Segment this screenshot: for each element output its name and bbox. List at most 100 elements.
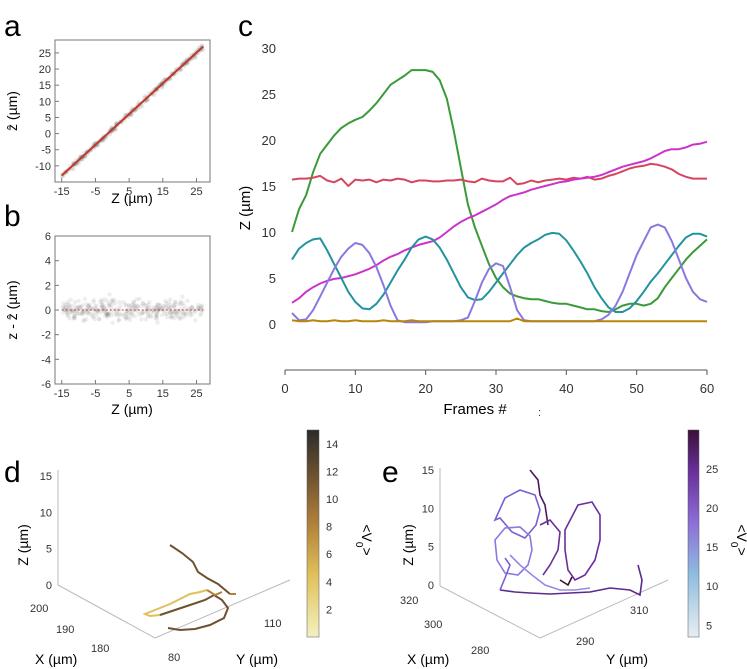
panel-b-point bbox=[167, 310, 173, 315]
panel-b-point bbox=[153, 315, 158, 321]
panel-e-trajectory-segment bbox=[529, 469, 549, 526]
panel-b-point bbox=[168, 302, 173, 307]
panel-b-xtick-label: -5 bbox=[91, 388, 101, 400]
panel-b-point bbox=[107, 292, 112, 297]
panel-b-point bbox=[172, 299, 178, 305]
panel-e-trajectory-segment bbox=[559, 576, 573, 587]
panel-b-point bbox=[93, 304, 98, 309]
panel-e-xtick-320: 320 bbox=[400, 595, 418, 607]
panel-b-point bbox=[196, 305, 201, 311]
panel-b-point bbox=[168, 297, 173, 302]
panel-b-point bbox=[102, 297, 108, 302]
panel-b-point bbox=[115, 313, 121, 318]
panel-c-ytick-label: 5 bbox=[269, 271, 276, 286]
panel-b-point bbox=[189, 305, 195, 310]
panel-b-point bbox=[185, 306, 190, 311]
panel-label-e: e bbox=[382, 456, 399, 489]
panel-e-ytick-290: 290 bbox=[576, 636, 594, 648]
panel-b-point bbox=[181, 312, 186, 317]
panel-b-point bbox=[74, 311, 80, 316]
panel-b-point bbox=[106, 311, 111, 317]
panel-b-point bbox=[128, 311, 133, 317]
panel-b-point bbox=[184, 312, 189, 317]
panel-b-point bbox=[86, 304, 91, 309]
panel-a-xtick-label: 5 bbox=[126, 186, 132, 198]
panel-d-colorbar-tick: 14 bbox=[326, 439, 338, 451]
panel-b-point bbox=[161, 304, 166, 309]
panel-c-ytick-label: 0 bbox=[269, 317, 276, 332]
panel-b-point bbox=[131, 300, 136, 305]
panel-c-ytick-label: 20 bbox=[262, 133, 276, 148]
panel-b-point bbox=[187, 310, 193, 315]
panel-e-colorbar-tick: 10 bbox=[706, 581, 718, 593]
panel-b-point bbox=[60, 304, 65, 310]
panel-e-trajectory-segment bbox=[499, 557, 511, 591]
panel-b-point bbox=[110, 297, 115, 303]
panel-e-ztick-label: 10 bbox=[422, 503, 434, 515]
panel-b-point bbox=[102, 313, 108, 318]
panel-b-point bbox=[124, 303, 129, 308]
panel-b-point bbox=[76, 298, 82, 304]
panel-b-point bbox=[82, 296, 88, 301]
panel-b-point bbox=[155, 302, 161, 308]
panel-b-point bbox=[78, 311, 83, 316]
panel-b-point bbox=[68, 297, 73, 302]
panel-b-point bbox=[100, 299, 105, 305]
panel-b-point bbox=[77, 305, 82, 311]
panel-b-point bbox=[166, 304, 171, 309]
panel-e-trajectory-segment bbox=[493, 489, 541, 539]
panel-b-point bbox=[123, 311, 129, 317]
panel-b-point bbox=[189, 304, 194, 310]
panel-b-point bbox=[140, 311, 146, 316]
panel-b-point bbox=[91, 299, 96, 305]
panel-b-point bbox=[104, 315, 110, 320]
panel-b-point bbox=[196, 305, 201, 310]
panel-b-point bbox=[86, 311, 92, 316]
panel-b-point bbox=[131, 304, 136, 310]
panel-b-point bbox=[178, 301, 183, 306]
panel-c-series-purple bbox=[291, 223, 708, 324]
panel-b-point bbox=[154, 302, 160, 308]
panel-b-point bbox=[71, 316, 77, 321]
panel-b-point bbox=[139, 310, 145, 315]
panel-b-point bbox=[67, 303, 72, 308]
panel-b-point bbox=[164, 314, 170, 320]
panel-b-point bbox=[65, 313, 70, 318]
panel-b-point bbox=[180, 300, 185, 306]
panel-d-y-axis bbox=[154, 579, 291, 639]
panel-b-point bbox=[85, 310, 90, 315]
panel-d-colorbar-tick: 4 bbox=[326, 577, 332, 589]
panel-a-ytick-label: 10 bbox=[39, 96, 51, 108]
panel-a-xtick-label: -15 bbox=[54, 186, 70, 198]
panel-b-point bbox=[91, 297, 96, 303]
panel-b-point bbox=[113, 301, 118, 306]
panel-b-point bbox=[141, 303, 147, 308]
panel-b-point bbox=[84, 311, 90, 316]
panel-b-point bbox=[149, 305, 155, 310]
panel-a-ytick-label: -5 bbox=[41, 145, 51, 157]
panel-c-ytick-label: 15 bbox=[262, 179, 276, 194]
panel-b-point bbox=[140, 301, 146, 306]
panel-b-point bbox=[199, 303, 205, 308]
panel-b-point bbox=[94, 303, 99, 308]
panel-b-point bbox=[90, 306, 95, 311]
panel-b-point bbox=[162, 311, 168, 316]
panel-b-point bbox=[149, 314, 154, 319]
panel-b-point bbox=[178, 299, 183, 304]
panel-d-ytick-110: 110 bbox=[264, 618, 282, 630]
panel-b-point bbox=[132, 303, 138, 309]
panel-b-point bbox=[173, 312, 179, 318]
panel-b-point bbox=[156, 306, 161, 311]
panel-c-ytick-label: 30 bbox=[262, 41, 276, 56]
panel-b-point bbox=[63, 307, 68, 313]
panel-b-point bbox=[101, 308, 107, 313]
panel-b-point bbox=[198, 312, 203, 318]
panel-b-point bbox=[135, 304, 140, 309]
panel-b-point bbox=[155, 313, 160, 319]
panel-b-xtick-label: 15 bbox=[157, 388, 169, 400]
panel-e-trajectory-segment bbox=[564, 501, 601, 582]
panel-b-point bbox=[171, 310, 176, 315]
panel-b-point bbox=[158, 305, 163, 311]
panel-b-point bbox=[108, 309, 113, 315]
